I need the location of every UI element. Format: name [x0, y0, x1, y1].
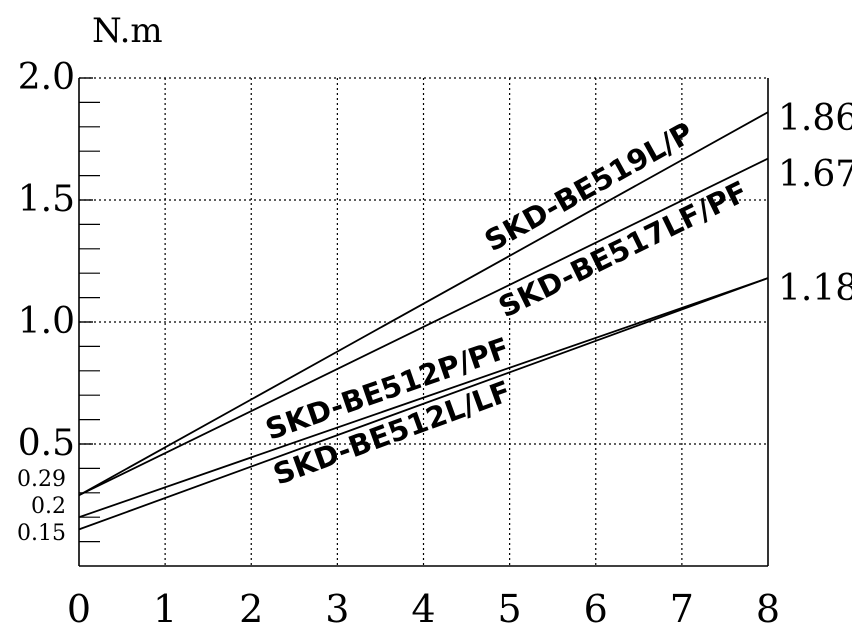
x-tick-label: 4: [411, 587, 435, 630]
y-axis-title: N.m: [92, 11, 163, 51]
start-value-label: 0.15: [17, 521, 66, 546]
start-value-label: 0.29: [17, 467, 66, 492]
axis-layer: [78, 77, 769, 567]
start-value-label: 0.2: [31, 494, 66, 519]
label-layer: 0.5 1.0 1.5 2.0 0 1 2 3 4 5 6 7 8 0.290.20.15 1.86 1.67…: [17, 57, 852, 630]
end-value-label: 1.67: [778, 154, 852, 195]
x-tick-label: 5: [498, 587, 522, 630]
x-tick-label: 7: [670, 587, 694, 630]
x-tick-label: 2: [239, 587, 263, 630]
end-value-label: 1.86: [778, 98, 852, 139]
y-tick-label: 2.0: [18, 57, 75, 98]
series-line: [78, 157, 769, 497]
y-tick-label: 1.5: [18, 179, 75, 220]
y-tick-label: 1.0: [18, 301, 75, 342]
x-tick-label: 0: [67, 587, 91, 630]
x-tick-label: 8: [756, 587, 780, 630]
end-value-label: 1.18: [778, 268, 852, 309]
x-tick-label: 6: [584, 587, 608, 630]
x-tick-label: 1: [153, 587, 177, 630]
series-line: [78, 277, 769, 531]
series-name-label: SKD-BE517LF/PF: [493, 174, 753, 324]
y-tick-label: 0.5: [18, 423, 75, 464]
series-layer: [78, 111, 769, 531]
x-tick-label: 3: [325, 587, 349, 630]
series-line: [78, 111, 769, 497]
series-line: [78, 277, 769, 519]
